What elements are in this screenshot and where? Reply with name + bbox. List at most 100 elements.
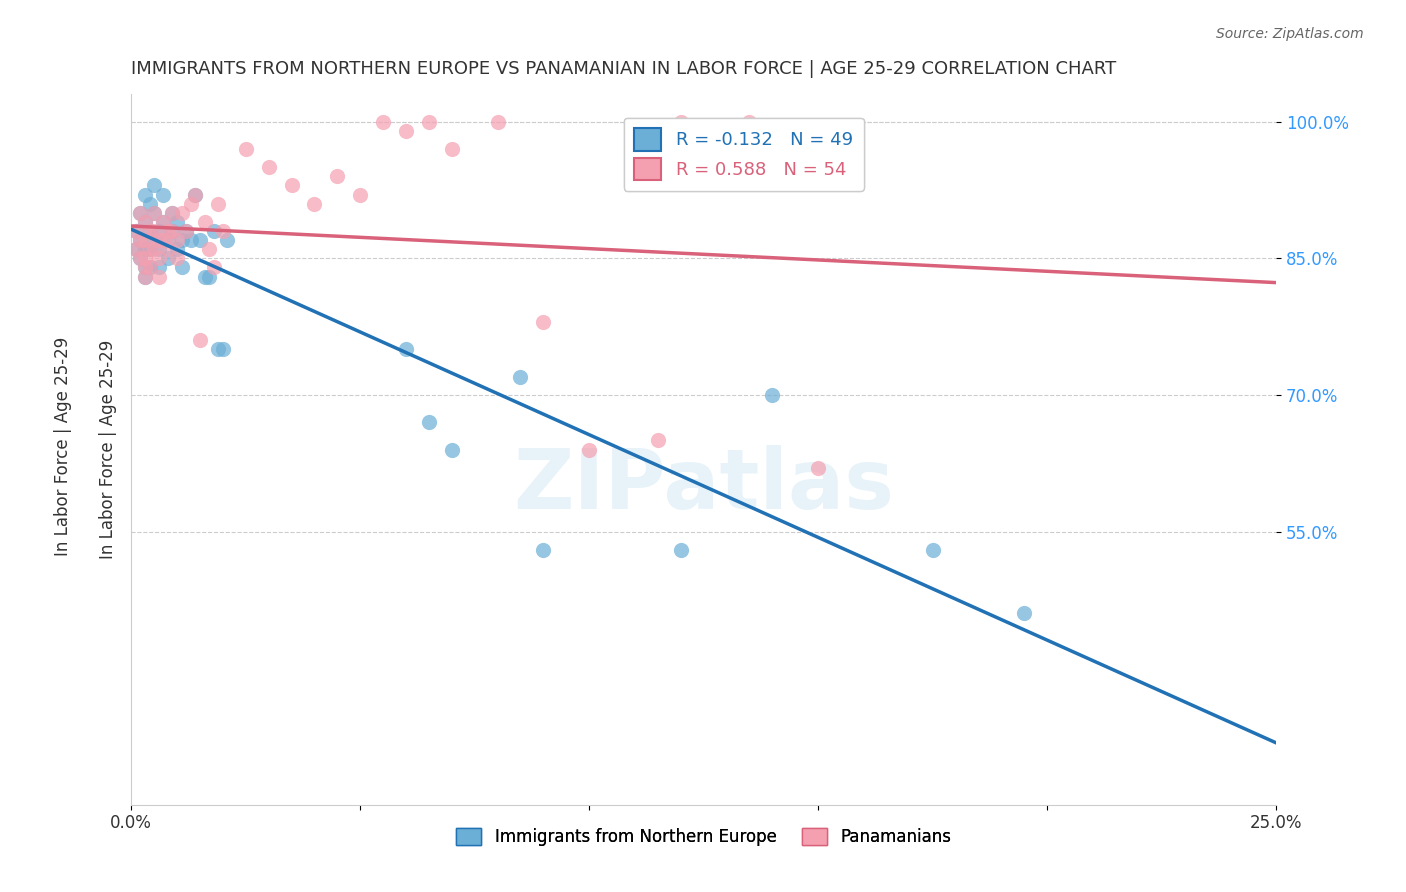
Point xyxy=(129,206,152,220)
Point xyxy=(162,206,184,220)
Point xyxy=(486,114,509,128)
Point xyxy=(162,224,184,238)
Point xyxy=(138,196,160,211)
Point xyxy=(152,187,174,202)
Point xyxy=(198,242,221,256)
Text: IMMIGRANTS FROM NORTHERN EUROPE VS PANAMANIAN IN LABOR FORCE | AGE 25-29 CORRELA: IMMIGRANTS FROM NORTHERN EUROPE VS PANAM… xyxy=(131,60,1116,78)
Point xyxy=(166,233,188,247)
Point xyxy=(531,315,554,329)
Point xyxy=(138,260,160,275)
Point xyxy=(280,178,302,193)
Point xyxy=(174,224,197,238)
Point xyxy=(193,215,215,229)
Point xyxy=(148,224,170,238)
Point xyxy=(143,242,166,256)
Point xyxy=(1012,607,1035,621)
Point xyxy=(180,233,202,247)
Point xyxy=(134,269,156,284)
Point xyxy=(156,224,179,238)
Point xyxy=(418,415,440,429)
Point xyxy=(184,187,207,202)
Point xyxy=(143,178,166,193)
Point xyxy=(134,269,156,284)
Y-axis label: In Labor Force | Age 25-29: In Labor Force | Age 25-29 xyxy=(100,340,117,559)
Point xyxy=(193,269,215,284)
Point xyxy=(134,233,156,247)
Point xyxy=(129,206,152,220)
Point xyxy=(125,224,148,238)
Point xyxy=(921,542,943,557)
Point xyxy=(125,242,148,256)
Point xyxy=(134,252,156,266)
Point xyxy=(148,242,170,256)
Point xyxy=(166,242,188,256)
Point xyxy=(669,542,692,557)
Point xyxy=(138,224,160,238)
Point xyxy=(202,260,225,275)
Point xyxy=(166,215,188,229)
Text: In Labor Force | Age 25-29: In Labor Force | Age 25-29 xyxy=(55,336,72,556)
Point xyxy=(807,460,830,475)
Point xyxy=(134,260,156,275)
Point xyxy=(138,242,160,256)
Point xyxy=(207,196,229,211)
Point xyxy=(125,224,148,238)
Point xyxy=(207,343,229,357)
Point xyxy=(156,233,179,247)
Point xyxy=(440,142,463,156)
Point xyxy=(166,252,188,266)
Point xyxy=(761,388,783,402)
Point xyxy=(156,242,179,256)
Point xyxy=(202,224,225,238)
Point xyxy=(647,434,669,448)
Point xyxy=(152,215,174,229)
Text: ZIPatlas: ZIPatlas xyxy=(513,444,894,525)
Point xyxy=(148,233,170,247)
Point xyxy=(134,215,156,229)
Point xyxy=(138,224,160,238)
Point xyxy=(418,114,440,128)
Point xyxy=(134,187,156,202)
Point xyxy=(170,260,193,275)
Point xyxy=(148,269,170,284)
Point xyxy=(304,196,326,211)
Point xyxy=(509,369,531,384)
Point xyxy=(578,442,600,457)
Point xyxy=(138,260,160,275)
Legend: R = -0.132   N = 49, R = 0.588   N = 54: R = -0.132 N = 49, R = 0.588 N = 54 xyxy=(624,118,863,191)
Point xyxy=(134,242,156,256)
Point xyxy=(170,206,193,220)
Point xyxy=(211,224,233,238)
Point xyxy=(162,206,184,220)
Point xyxy=(738,114,761,128)
Point xyxy=(162,224,184,238)
Point xyxy=(198,269,221,284)
Point xyxy=(184,187,207,202)
Point xyxy=(669,114,692,128)
Point xyxy=(152,233,174,247)
Point xyxy=(156,252,179,266)
Point xyxy=(174,224,197,238)
Point xyxy=(143,206,166,220)
Text: Source: ZipAtlas.com: Source: ZipAtlas.com xyxy=(1216,27,1364,41)
Point xyxy=(349,187,371,202)
Point xyxy=(371,114,394,128)
Point xyxy=(134,260,156,275)
Point xyxy=(143,233,166,247)
Point xyxy=(180,196,202,211)
Point xyxy=(129,252,152,266)
Point xyxy=(395,124,418,138)
Point xyxy=(138,242,160,256)
Point xyxy=(257,161,280,175)
Point xyxy=(143,206,166,220)
Point xyxy=(211,343,233,357)
Point xyxy=(148,260,170,275)
Point xyxy=(188,233,211,247)
Point xyxy=(440,442,463,457)
Point xyxy=(170,233,193,247)
Point xyxy=(129,233,152,247)
Point xyxy=(188,333,211,347)
Point xyxy=(143,224,166,238)
Point xyxy=(134,215,156,229)
Point xyxy=(148,252,170,266)
